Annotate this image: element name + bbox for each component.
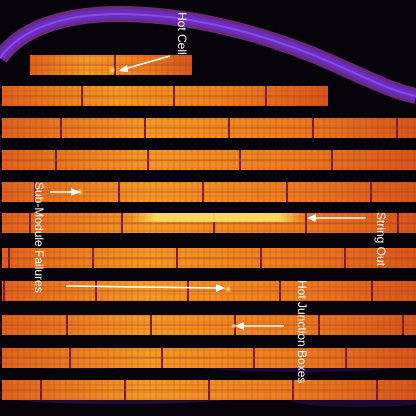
- panel-row-centerline: [2, 222, 416, 224]
- panel-row-centerline: [2, 95, 328, 97]
- panel-row-centerline: [2, 290, 416, 292]
- panel-row-centerline: [30, 64, 192, 66]
- string-out-hot-strip: [130, 213, 305, 222]
- hot-junction-box-spot: [231, 323, 237, 329]
- arrow-hot-junction-box: [235, 322, 284, 330]
- panel-row-centerline: [2, 257, 416, 259]
- panel-row-centerline: [2, 191, 416, 193]
- panel-row-centerline: [2, 389, 416, 391]
- sub-module-hot-spot: [224, 285, 232, 293]
- panel-rows: [2, 55, 416, 400]
- label-hot-cell: Hot Cell: [175, 12, 189, 55]
- arrow-sub-module-2: [65, 284, 225, 292]
- panel-row-centerline: [2, 127, 416, 129]
- arrow-hot-cell: [118, 55, 171, 72]
- panel-row-centerline: [2, 357, 416, 359]
- arrow-string-out: [307, 214, 366, 222]
- label-hot-junction-boxes: Hot Junction Boxes: [295, 280, 309, 383]
- panel-row-centerline: [2, 324, 416, 326]
- hot-cell-spot: [108, 66, 116, 74]
- label-string-out: String Out: [374, 212, 388, 267]
- label-sub-module-failures: Sub-Module Failures: [32, 182, 46, 293]
- arrow-sub-module-1: [50, 188, 80, 196]
- panel-row-centerline: [2, 159, 416, 161]
